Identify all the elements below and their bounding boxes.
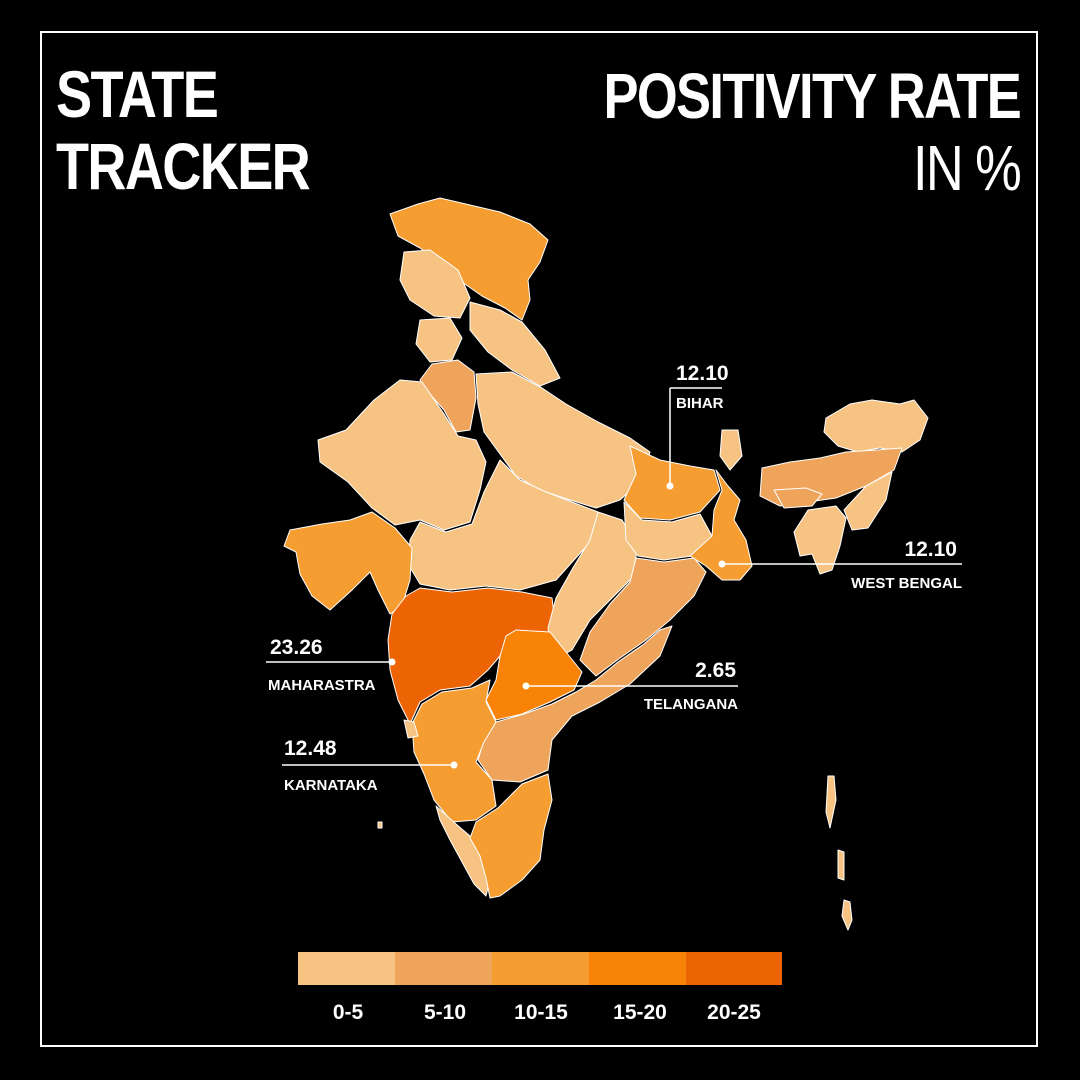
state-punjab: [415, 317, 463, 363]
legend: 0-5 5-10 10-15 15-20 20-25: [298, 952, 782, 1024]
state-gujarat: [283, 511, 413, 615]
state-sikkim: [719, 429, 743, 471]
state-himachal: [399, 249, 471, 319]
callout-karnataka: 12.48 KARNATAKA: [282, 737, 458, 794]
title-line-1: STATE: [56, 57, 219, 131]
callout-west-bengal-name: WEST BENGAL: [851, 575, 962, 592]
legend-swatch-10-15: [492, 952, 589, 985]
legend-swatch-15-20: [589, 952, 686, 985]
islands-lakshadweep: [377, 821, 383, 829]
callout-west-bengal: 12.10 WEST BENGAL: [718, 538, 962, 592]
state-arunachal: [823, 399, 929, 453]
state-telangana: [485, 629, 583, 721]
callout-maharastra: 23.26 MAHARASTRA: [266, 636, 396, 694]
states-layer: [283, 197, 929, 931]
title-line-2: TRACKER: [56, 129, 311, 203]
subtitle-line-2: IN %: [912, 132, 1022, 204]
state-goa: [403, 719, 419, 739]
subtitle-line-1: POSITIVITY RATE: [603, 60, 1021, 132]
callout-west-bengal-value: 12.10: [904, 538, 957, 561]
state-meghalaya: [773, 487, 823, 509]
legend-label-5-10: 5-10: [424, 1001, 466, 1024]
state-tamil-nadu: [469, 773, 553, 899]
callout-telangana-name: TELANGANA: [644, 696, 738, 713]
state-odisha: [579, 557, 707, 677]
state-uttarakhand: [469, 301, 561, 387]
state-rajasthan: [317, 379, 487, 531]
state-karnataka: [411, 679, 497, 823]
state-nagaland-manipur: [843, 471, 893, 531]
state-mizoram-tripura: [793, 505, 847, 575]
state-west-bengal: [689, 469, 753, 581]
legend-swatch-5-10: [395, 952, 492, 985]
islands-andaman: [825, 775, 853, 931]
callout-karnataka-name: KARNATAKA: [284, 777, 378, 794]
callout-maharastra-name: MAHARASTRA: [268, 677, 376, 694]
state-bihar: [623, 445, 721, 521]
state-andhra-pradesh: [477, 625, 673, 783]
legend-swatch-0-5: [298, 952, 395, 985]
outer-frame: [40, 31, 1038, 1047]
legend-label-10-15: 10-15: [514, 1001, 568, 1024]
callout-telangana: 2.65 TELANGANA: [522, 659, 738, 713]
callout-bihar-name: BIHAR: [676, 395, 724, 412]
legend-label-20-25: 20-25: [707, 1001, 761, 1024]
callout-maharastra-value: 23.26: [270, 636, 323, 659]
state-uttar-pradesh: [475, 371, 651, 509]
callout-bihar: 12.10 BIHAR: [666, 362, 729, 490]
callout-bihar-value: 12.10: [676, 362, 729, 385]
callout-karnataka-value: 12.48: [284, 737, 337, 760]
map-subtitle: POSITIVITY RATE IN %: [603, 60, 1022, 204]
legend-label-15-20: 15-20: [613, 1001, 667, 1024]
map-title: STATE TRACKER: [56, 57, 311, 203]
callout-telangana-value: 2.65: [695, 659, 736, 682]
legend-swatch-20-25: [686, 952, 782, 985]
legend-label-0-5: 0-5: [333, 1001, 364, 1024]
state-kerala: [435, 805, 491, 897]
